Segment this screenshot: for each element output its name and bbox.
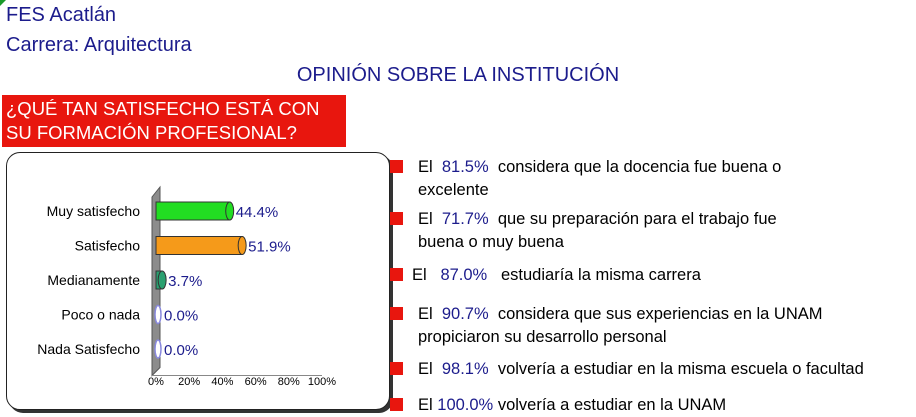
question-banner: ¿QUÉ TAN SATISFECHO ESTÁ CON SU FORMACIÓ… — [2, 95, 346, 147]
statement-percent: 90.7% — [441, 305, 489, 323]
data-label: 0.0% — [164, 308, 198, 325]
bullet-icon — [390, 362, 403, 375]
career-name: Carrera: Arquitectura — [6, 34, 192, 56]
data-label: 44.4% — [236, 204, 279, 221]
bar — [155, 201, 231, 221]
page-title: OPINIÓN SOBRE LA INSTITUCIÓN — [296, 64, 620, 86]
bar-end-cap — [237, 236, 247, 255]
statement-text: considera que la docencia fue buena o — [497, 158, 782, 176]
bullet-icon — [390, 307, 403, 320]
corner-mark — [0, 0, 6, 6]
question-line-1: ¿QUÉ TAN SATISFECHO ESTÁ CON — [6, 98, 320, 119]
statement-prefix: El — [418, 210, 433, 228]
statement-percent: 87.0% — [440, 266, 488, 284]
statement-text-cont: excelente — [418, 181, 489, 199]
statement-text: volvería a estudiar en la UNAM — [497, 396, 727, 414]
category-label: Satisfecho — [75, 238, 141, 254]
statement-percent: 98.1% — [441, 360, 489, 378]
bullet-icon — [390, 268, 403, 281]
x-tick-label: 0% — [148, 376, 164, 388]
bar-empty-cap — [154, 304, 162, 325]
data-label: 3.7% — [168, 273, 202, 290]
bullet-icon — [390, 398, 403, 411]
statement-prefix: El — [418, 305, 433, 323]
bullet-icon — [390, 212, 403, 225]
statement-text: volvería a estudiar en la misma escuela … — [497, 360, 864, 378]
data-label: 51.9% — [248, 239, 291, 256]
statement-percent: 71.7% — [441, 210, 489, 228]
question-line-2: SU FORMACIÓN PROFESIONAL? — [6, 122, 297, 143]
statement-prefix: El — [418, 396, 433, 414]
statement-prefix: El — [412, 266, 427, 284]
category-label: Muy satisfecho — [47, 203, 141, 219]
statement-text: estudiaría la misma carrera — [501, 266, 701, 284]
bar-end-cap — [157, 270, 167, 290]
category-label: Medianamente — [47, 272, 140, 288]
statement-percent: 81.5% — [441, 158, 489, 176]
satisfaction-bar-chart: 0% 20% 40% 60% 80% 100% Muy satisfecho 44.4% Sat… — [37, 185, 336, 388]
category-label: Poco o nada — [61, 307, 140, 323]
x-tick-label: 60% — [245, 376, 267, 388]
bullet-icon — [390, 160, 403, 173]
campus-name: FES Acatlán — [6, 4, 117, 26]
category-label: Nada Satisfecho — [37, 341, 140, 357]
x-tick-label: 20% — [178, 376, 200, 388]
data-label: 0.0% — [164, 342, 198, 359]
statement-prefix: El — [418, 158, 433, 176]
bar-empty-cap — [154, 339, 162, 359]
bar — [155, 236, 243, 255]
statement-text: considera que sus experiencias en la UNA… — [497, 305, 823, 323]
x-tick-label: 40% — [211, 376, 233, 388]
statement-text-cont: propiciaron su desarrollo personal — [418, 328, 667, 346]
statement-prefix: El — [418, 360, 433, 378]
statement-text: que su preparación para el trabajo fue — [497, 210, 777, 228]
bar-end-cap — [225, 201, 235, 221]
x-tick-label: 80% — [278, 376, 300, 388]
chart-frame: 0% 20% 40% 60% 80% 100% Muy satisfecho 44.4% Sat… — [6, 152, 390, 410]
x-tick-label: 100% — [308, 376, 336, 388]
statement-text-cont: buena o muy buena — [418, 233, 564, 251]
statement-percent: 100.0% — [437, 396, 494, 414]
